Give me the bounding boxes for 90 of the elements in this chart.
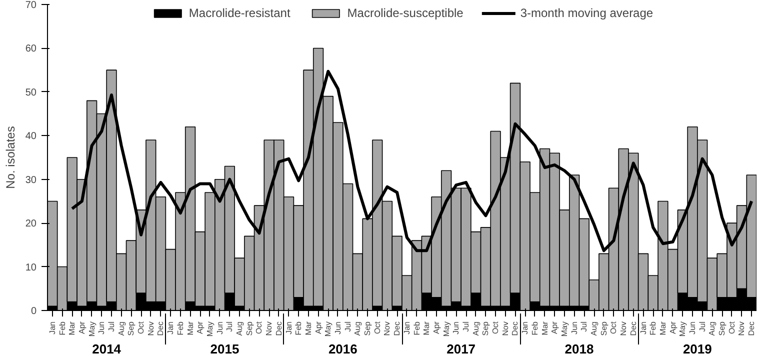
x-tick-label: Feb: [294, 320, 304, 336]
text: 2016: [328, 342, 358, 356]
x-tick-label: Apr: [668, 321, 678, 334]
x-tick-label: Oct: [727, 320, 736, 334]
legend-label: 3-month moving average: [520, 6, 654, 20]
text: 2014: [92, 342, 122, 356]
x-tick-label: Sep: [599, 320, 608, 336]
y-tick-label: 50: [25, 87, 37, 98]
x-tick-label: Nov: [500, 321, 510, 336]
x-tick-label: Mar: [540, 321, 550, 336]
x-tick-label: Nov: [264, 321, 274, 336]
x-tick-label: Oct: [491, 320, 500, 334]
y-tick-label: 40: [25, 131, 37, 142]
x-tick-label: Dec: [156, 321, 166, 336]
x-tick-label: Jun: [333, 321, 342, 334]
x-tick-label: Apr: [432, 321, 441, 334]
text: 2018: [564, 342, 594, 356]
x-tick-label: Aug: [353, 322, 362, 336]
y-tick-label: 30: [25, 174, 37, 186]
x-tick-label: Mar: [186, 321, 195, 336]
text: 2019: [682, 342, 712, 356]
x-tick-label: Sep: [244, 320, 254, 336]
x-tick-label: Nov: [619, 321, 628, 336]
x-tick-label: Mar: [422, 321, 432, 336]
x-tick-label: Jul: [580, 321, 589, 332]
x-tick-label: Dec: [628, 321, 638, 336]
x-tick-label: Feb: [58, 320, 67, 336]
x-tick-label: Jun: [452, 321, 461, 334]
x-tick-label: Jun: [688, 321, 697, 334]
x-tick-label: Apr: [550, 321, 560, 334]
x-tick-label: Sep: [718, 320, 727, 336]
x-tick-label: May: [442, 321, 451, 337]
x-tick-label: Jun: [570, 321, 579, 334]
x-tick-label: Nov: [737, 321, 746, 336]
x-tick-label: Jan: [402, 321, 412, 334]
x-tick-label: May: [324, 321, 333, 337]
x-tick-label: Oct: [136, 320, 146, 334]
x-tick-label: Aug: [116, 322, 126, 336]
x-tick-label: May: [205, 321, 214, 337]
x-tick-label: Dec: [510, 321, 520, 336]
x-tick-label: Jan: [48, 321, 57, 334]
x-tick-label: Aug: [235, 322, 244, 336]
x-tick-label: Jun: [97, 321, 106, 334]
x-tick-label: Mar: [68, 321, 77, 336]
x-tick-label: Oct: [372, 320, 382, 334]
legend-label: Macrolide-susceptible: [347, 6, 464, 20]
x-tick-label: Feb: [648, 320, 658, 336]
x-tick-label: Feb: [530, 320, 540, 336]
x-tick-label: Oct: [609, 320, 618, 334]
x-tick-label: Sep: [481, 320, 490, 336]
x-tick-label: Feb: [412, 320, 422, 336]
y-tick-label: 0: [30, 306, 37, 317]
x-tick-label: Feb: [176, 320, 185, 336]
x-tick-label: Mar: [658, 321, 668, 336]
legend-label: Macrolide-resistant: [188, 6, 290, 20]
y-tick-label: 10: [25, 262, 37, 274]
x-tick-label: Aug: [590, 322, 599, 336]
x-tick-label: Oct: [254, 320, 264, 334]
x-tick-label: Jul: [225, 321, 234, 332]
x-tick-label: Dec: [392, 321, 402, 336]
text: 2015: [210, 342, 240, 356]
x-tick-label: Jul: [698, 321, 707, 332]
x-tick-label: Jan: [166, 321, 176, 334]
x-tick-label: May: [87, 321, 96, 337]
x-tick-label: Sep: [363, 320, 372, 336]
x-tick-label: Jan: [284, 321, 294, 334]
x-tick-label: Apr: [196, 321, 205, 334]
x-tick-label: Mar: [304, 321, 313, 336]
x-tick-label: Jul: [462, 321, 471, 332]
x-tick-label: Sep: [126, 320, 136, 336]
y-tick-label: 70: [25, 0, 37, 11]
text: 2017: [446, 342, 476, 356]
y-axis-title: No. isolates: [3, 126, 18, 189]
x-tick-label: Dec: [747, 321, 756, 336]
y-tick-label: 20: [25, 218, 37, 230]
y-tick-label: 60: [25, 44, 37, 55]
x-tick-label: Aug: [471, 322, 480, 336]
x-tick-label: Jul: [343, 321, 352, 332]
x-tick-label: Apr: [314, 321, 323, 334]
x-tick-label: Jan: [638, 321, 648, 334]
x-tick-label: May: [678, 321, 688, 337]
x-tick-label: Jul: [107, 321, 116, 332]
x-tick-label: Jun: [215, 321, 224, 334]
x-tick-label: Aug: [708, 322, 717, 336]
x-tick-label: Jan: [520, 321, 530, 334]
x-tick-label: Dec: [274, 321, 284, 336]
x-tick-label: Nov: [146, 321, 156, 336]
x-tick-label: Nov: [382, 321, 392, 336]
x-tick-label: May: [560, 321, 569, 337]
x-tick-label: Apr: [77, 321, 86, 334]
